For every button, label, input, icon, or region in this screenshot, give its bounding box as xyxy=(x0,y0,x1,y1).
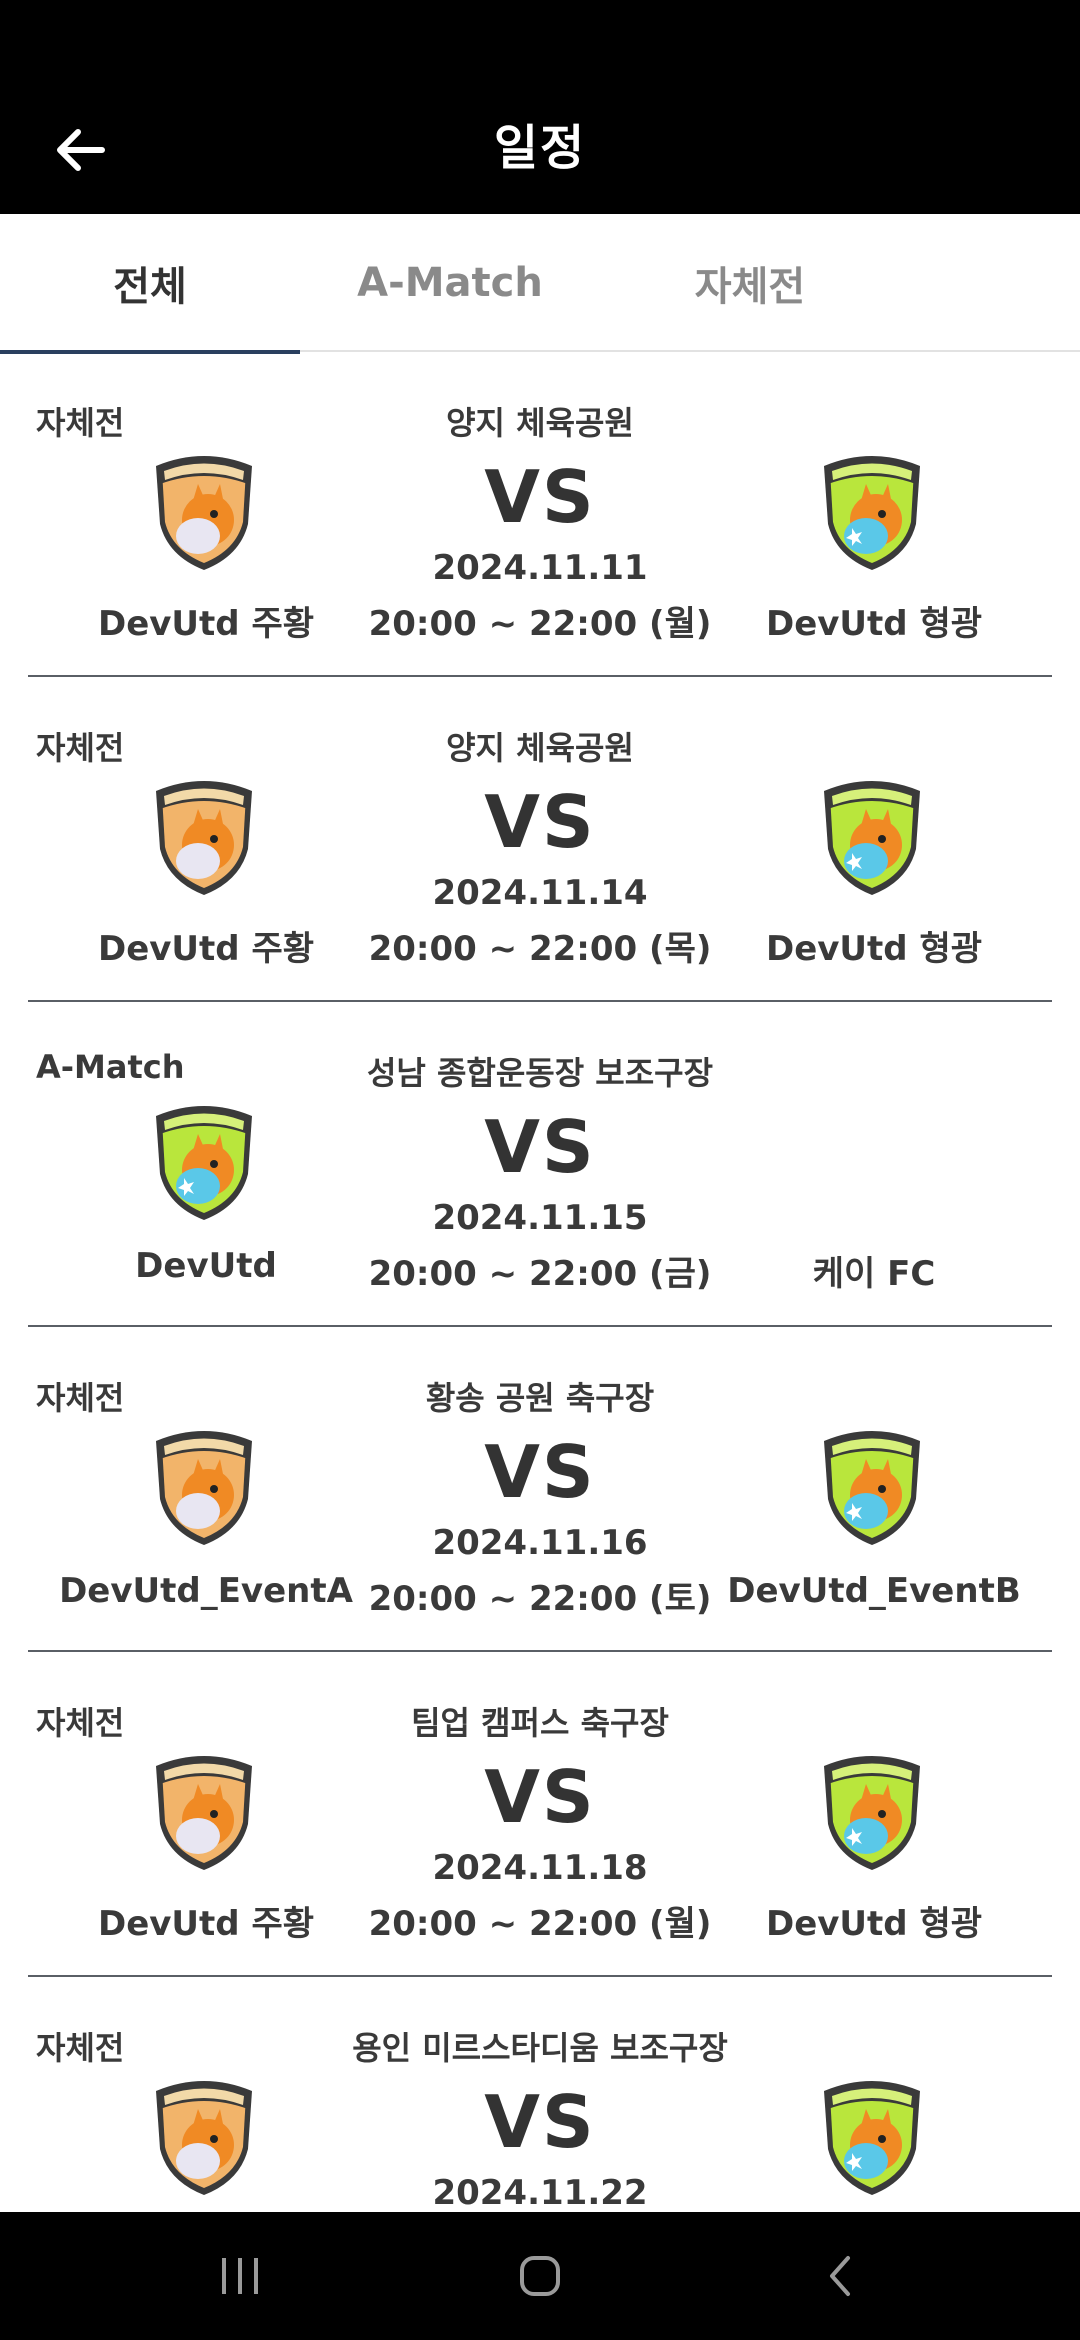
home-team-logo-icon xyxy=(156,2081,252,2195)
home-icon xyxy=(520,2256,560,2296)
match-type: 자체전 xyxy=(36,1379,125,1417)
vs-label: VS xyxy=(484,780,596,864)
match-time: 20:00 ~ 22:00 (월) xyxy=(368,604,712,644)
away-team-name: 케이 FC xyxy=(812,1254,936,1294)
match-date: 2024.11.11 xyxy=(432,548,648,588)
home-team-name: DevUtd 주황 xyxy=(97,929,315,969)
away-team-logo-icon xyxy=(824,781,920,895)
home-team-logo-icon xyxy=(156,1106,252,1220)
match-type: 자체전 xyxy=(36,404,125,442)
match-card[interactable]: 자체전 황송 공원 축구장 VS 2024.11.16 DevUtd_Event… xyxy=(0,1327,1080,1652)
venue: 용인 미르스타디움 보조구장 xyxy=(352,2029,728,2067)
match-date: 2024.11.18 xyxy=(432,1848,648,1888)
back-button[interactable] xyxy=(40,110,120,190)
match-type: A-Match xyxy=(36,1048,185,1086)
away-team-logo-icon xyxy=(824,1431,920,1545)
match-time: 20:00 ~ 22:00 (목) xyxy=(368,929,712,969)
match-type: 자체전 xyxy=(36,2029,125,2067)
home-team-name: DevUtd 주황 xyxy=(97,604,315,644)
match-card[interactable]: 자체전 양지 체육공원 VS 2024.11.11 DevUtd 주황 20:0… xyxy=(0,352,1080,677)
match-card[interactable]: 자체전 팀업 캠퍼스 축구장 VS 2024.11.18 DevUtd 주황 2… xyxy=(0,1652,1080,1977)
recent-apps-icon xyxy=(222,2258,258,2294)
home-team-name: DevUtd 주황 xyxy=(97,1904,315,1944)
match-card[interactable]: A-Match 성남 종합운동장 보조구장 VS 2024.11.15 DevU… xyxy=(0,1002,1080,1327)
away-team-name: DevUtd 형광 xyxy=(765,604,983,644)
away-team-name: DevUtd 형광 xyxy=(765,929,983,969)
divider xyxy=(28,1975,1052,1977)
home-team-name: DevUtd_EventA xyxy=(59,1571,353,1611)
divider xyxy=(28,1325,1052,1327)
away-team-logo-icon xyxy=(824,456,920,570)
vs-label: VS xyxy=(484,2080,596,2164)
page-title: 일정 xyxy=(493,120,587,176)
match-date: 2024.11.14 xyxy=(432,873,648,913)
vs-label: VS xyxy=(484,1755,596,1839)
arrow-left-icon xyxy=(57,129,105,171)
chevron-left-icon xyxy=(830,2256,850,2296)
home-team-logo-icon xyxy=(156,456,252,570)
vs-label: VS xyxy=(484,1105,596,1189)
venue: 성남 종합운동장 보조구장 xyxy=(366,1054,714,1092)
home-team-logo-icon xyxy=(156,781,252,895)
divider xyxy=(28,1000,1052,1002)
away-team-name: DevUtd_EventB xyxy=(727,1571,1021,1611)
match-date: 2024.11.22 xyxy=(432,2173,648,2212)
app-bar: 일정 xyxy=(0,0,1080,214)
tab-a-match[interactable]: A-Match xyxy=(357,260,543,306)
tab-all[interactable]: 전체 xyxy=(0,214,300,354)
back-nav-button[interactable] xyxy=(780,2236,900,2316)
home-team-name: DevUtd xyxy=(135,1246,277,1286)
home-team-logo-icon xyxy=(156,1756,252,1870)
match-list: 자체전 양지 체육공원 VS 2024.11.11 DevUtd 주황 20:0… xyxy=(0,352,1080,2212)
away-team-name: DevUtd 형광 xyxy=(765,1904,983,1944)
vs-label: VS xyxy=(484,1430,596,1514)
venue: 양지 체육공원 xyxy=(446,404,634,442)
away-team-logo-icon xyxy=(824,2081,920,2195)
match-time: 20:00 ~ 22:00 (금) xyxy=(368,1254,712,1294)
match-card[interactable]: 자체전 용인 미르스타디움 보조구장 VS 2024.11.22 xyxy=(0,1977,1080,2212)
system-nav-bar xyxy=(0,2212,1080,2340)
divider xyxy=(28,675,1052,677)
home-team-logo-icon xyxy=(156,1431,252,1545)
away-team-logo-icon xyxy=(824,1756,920,1870)
match-date: 2024.11.16 xyxy=(432,1523,648,1563)
match-type: 자체전 xyxy=(36,1704,125,1742)
match-type: 자체전 xyxy=(36,729,125,767)
recent-apps-button[interactable] xyxy=(180,2236,300,2316)
divider xyxy=(28,1650,1052,1652)
tab-bar: 전체 A-Match 자체전 xyxy=(0,214,1080,354)
match-time: 20:00 ~ 22:00 (월) xyxy=(368,1904,712,1944)
venue: 팀업 캠퍼스 축구장 xyxy=(411,1704,669,1742)
vs-label: VS xyxy=(484,455,596,539)
match-time: 20:00 ~ 22:00 (토) xyxy=(368,1579,712,1619)
match-date: 2024.11.15 xyxy=(432,1198,648,1238)
home-button[interactable] xyxy=(480,2236,600,2316)
match-card[interactable]: 자체전 양지 체육공원 VS 2024.11.14 DevUtd 주황 20:0… xyxy=(0,677,1080,1002)
venue: 양지 체육공원 xyxy=(446,729,634,767)
tab-internal[interactable]: 자체전 xyxy=(694,264,806,310)
venue: 황송 공원 축구장 xyxy=(425,1379,655,1417)
